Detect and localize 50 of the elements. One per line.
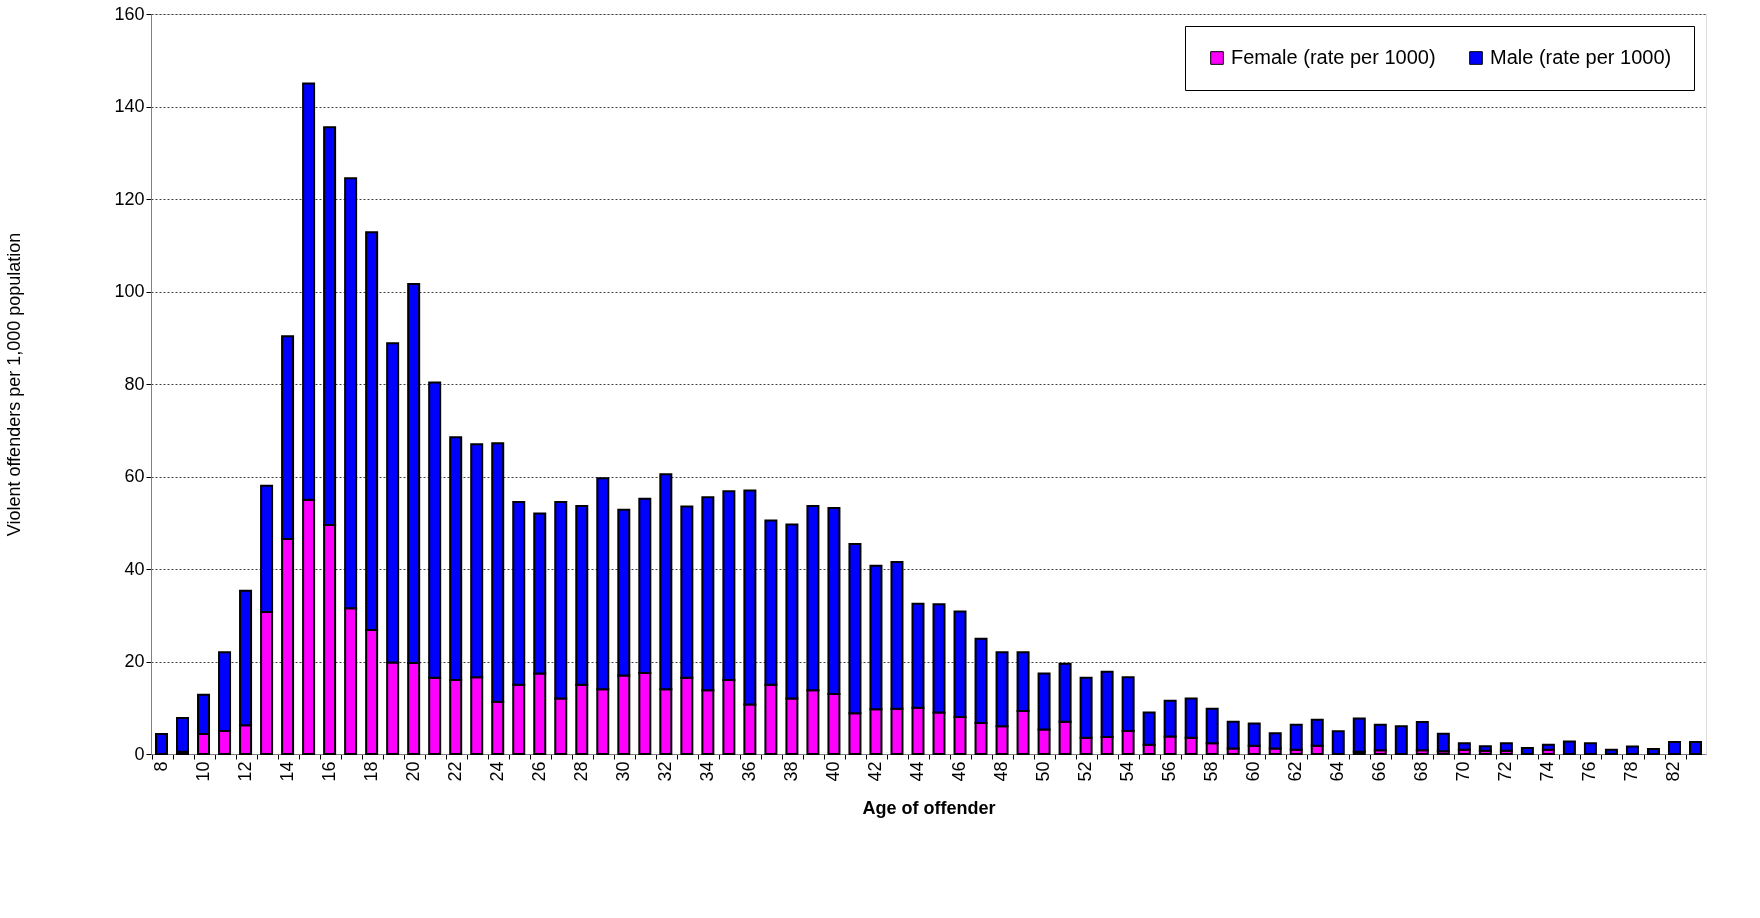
x-tick-label: 54 <box>1117 761 1138 782</box>
x-tick-label: 56 <box>1159 761 1180 782</box>
x-tick-label: 22 <box>444 761 465 782</box>
x-tick-label: 20 <box>402 761 423 782</box>
y-tick-label: 60 <box>124 466 145 486</box>
y-tick-label: 80 <box>124 373 145 394</box>
x-tick-label: 52 <box>1075 761 1096 782</box>
y-tick-label: 120 <box>114 188 145 209</box>
x-tick-label: 70 <box>1453 761 1474 782</box>
x-tick-label: 10 <box>192 761 213 782</box>
x-tick-label: 32 <box>654 761 675 782</box>
x-tick-label: 42 <box>864 761 885 782</box>
x-tick-label: 40 <box>822 761 843 782</box>
x-tick-label: 18 <box>360 761 381 782</box>
x-tick-label: 30 <box>612 761 633 782</box>
x-tick-label: 58 <box>1201 761 1222 782</box>
x-tick-label: 60 <box>1243 761 1264 782</box>
x-tick-label: 68 <box>1411 761 1432 782</box>
x-tick-label: 76 <box>1579 761 1600 782</box>
x-tick-label: 74 <box>1537 761 1558 782</box>
x-tick-label: 46 <box>949 761 970 782</box>
y-tick-label: 40 <box>124 558 145 579</box>
x-axis-title: Age of offender <box>862 797 996 818</box>
x-tick-label: 14 <box>276 761 297 782</box>
y-tick-label: 20 <box>124 651 145 671</box>
x-tick-label: 16 <box>318 761 339 782</box>
x-tick-label: 24 <box>486 761 507 782</box>
x-tick-label: 44 <box>906 761 927 782</box>
y-tick-label: 100 <box>114 281 145 301</box>
x-tick-label: 8 <box>150 761 171 772</box>
x-tick-label: 26 <box>528 761 549 782</box>
x-tick-label: 34 <box>696 761 717 782</box>
x-tick-label: 12 <box>234 761 255 782</box>
legend-label: Male (rate per 1000) <box>1490 46 1672 68</box>
y-tick-label: 160 <box>114 3 145 24</box>
x-tick-label: 28 <box>570 761 591 782</box>
x-tick-label: 48 <box>991 761 1012 782</box>
y-tick-label: 0 <box>134 743 145 764</box>
x-tick-label: 82 <box>1663 761 1684 782</box>
y-axis-title: Violent offenders per 1,000 population <box>4 232 25 537</box>
legend-label: Female (rate per 1000) <box>1231 46 1436 68</box>
x-tick-label: 78 <box>1621 761 1642 782</box>
x-tick-label: 66 <box>1369 761 1390 782</box>
x-tick-label: 72 <box>1495 761 1516 782</box>
x-tick-label: 64 <box>1327 761 1348 782</box>
x-tick-label: 38 <box>780 761 801 782</box>
x-tick-label: 62 <box>1285 761 1306 782</box>
x-tick-label: 50 <box>1033 761 1054 782</box>
x-tick-label: 36 <box>738 761 759 782</box>
y-tick-label: 140 <box>114 96 145 116</box>
